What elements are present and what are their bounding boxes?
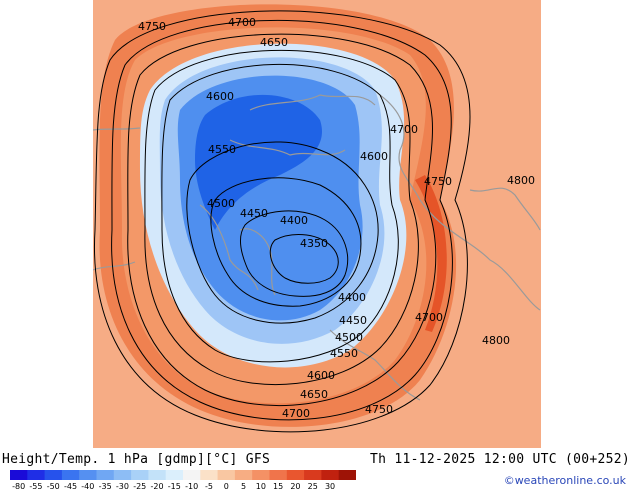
height-contours [93,10,471,433]
colorbar-swatch [304,470,322,480]
colorbar-tick-label: 5 [241,482,246,490]
colorbar-tick-label: -55 [29,482,42,490]
contour-label-4600: 4600 [206,90,234,103]
contour-label-4400: 4400 [280,214,308,227]
contour-label-4800: 4800 [482,334,510,347]
colorbar-tick-label: -5 [205,482,213,490]
contour-label-4600: 4600 [307,369,335,382]
colorbar-tick-label: -50 [47,482,60,490]
contour-label-4450: 4450 [339,314,367,327]
contour-label-4800: 4800 [507,174,535,187]
colorbar-swatch [96,470,115,480]
contour-label-4650: 4650 [260,36,288,49]
contour-labels: 4750 4700 4650 4600 4550 4500 4450 4400 … [138,16,535,420]
contour-label-4500: 4500 [207,197,235,210]
colorbar-swatch [61,470,80,480]
colorbar-swatch [200,470,219,480]
map-title: Height/Temp. 1 hPa [gdmp][°C] GFS [2,452,271,467]
contour-label-4650: 4650 [300,388,328,401]
colorbar-tick-label: 25 [308,482,318,490]
colorbar-swatch [165,470,184,480]
colorbar-tick-label: -40 [81,482,94,490]
colorbar-swatch [269,470,288,480]
colorbar-tick-label: -35 [99,482,112,490]
colorbar-tick-label: -45 [64,482,77,490]
forecast-timestamp: Th 11-12-2025 12:00 UTC (00+252) [369,452,630,467]
temperature-colorbar: -80 -55 -50 -45 -40 -35 -30 -25 -20 -15 -10 -5 0 5 10 1… [10,470,356,490]
contour-label-4750: 4750 [138,20,166,33]
colorbar-swatch [131,470,149,480]
colorbar-swatch [286,470,305,480]
map-frame-right-blank [541,0,634,448]
colorbar-tick-label: 0 [224,482,229,490]
contour-label-4700: 4700 [415,311,443,324]
contour-label-4450: 4450 [240,207,268,220]
colorbar-swatch [183,470,201,480]
contour-label-4400: 4400 [338,291,366,304]
colorbar-swatch [113,470,132,480]
colorbar-swatch [10,470,28,480]
map-frame-left-blank [0,0,93,448]
contour-label-4550: 4550 [208,143,236,156]
contour-label-4700: 4700 [228,16,256,29]
colorbar-swatch [27,470,46,480]
colorbar-tick-label: -15 [168,482,181,490]
contour-label-4550: 4550 [330,347,358,360]
credit-link[interactable]: ©weatheronline.co.uk [503,474,626,487]
colorbar-swatch [234,470,253,480]
colorbar-swatch [44,470,63,480]
contour-label-4700: 4700 [390,123,418,136]
contour-label-4750: 4750 [424,175,452,188]
caption-bar: Height/Temp. 1 hPa [gdmp][°C] GFS Th 11-… [0,450,634,470]
colorbar-swatch [148,470,167,480]
colorbar-tick-label: -10 [185,482,198,490]
contour-label-4700: 4700 [282,407,310,420]
colorbar-swatch [217,470,236,480]
colorbar-tick-label: -30 [116,482,129,490]
colorbar-swatch [79,470,97,480]
colorbar-swatch [321,470,340,480]
contour-label-4500: 4500 [335,331,363,344]
contour-label-4600: 4600 [360,150,388,163]
warm-streak [415,175,447,332]
colorbar-tick-label: -25 [133,482,146,490]
cold-core [195,94,322,230]
colorbar-tick-label: 20 [290,482,300,490]
colorbar-tick-label: 30 [325,482,335,490]
colorbar-tick-label: 15 [273,482,283,490]
colorbar-tick-label: 10 [256,482,266,490]
contour-label-4750: 4750 [365,403,393,416]
contour-label-4350: 4350 [300,237,328,250]
colorbar-tick-label: -80 [12,482,25,490]
colorbar-swatch [252,470,270,480]
colorbar-tick-label: -20 [151,482,164,490]
colorbar-swatch [338,470,356,480]
height-temperature-map: 4750 4700 4650 4600 4550 4500 4450 4400 … [0,0,634,448]
